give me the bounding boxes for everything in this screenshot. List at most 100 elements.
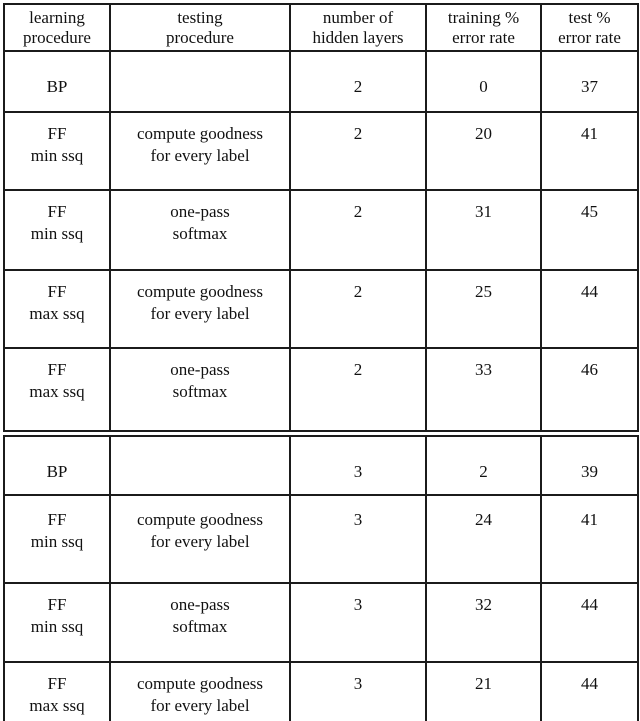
cell-text: 37 [581,76,598,96]
cell-text: 31 [475,202,492,221]
table-row: BP 2 0 37 [3,50,639,113]
cell-test-error: 45 [540,189,639,271]
cell-training-error: 0 [425,50,542,113]
cell-text: min ssq [30,532,84,551]
cell-hidden-layers: 3 [289,494,427,584]
cell-text: min ssq [30,617,84,636]
table-row: FF min ssq one-pass softmax 2 31 45 [3,189,639,271]
cell-text: FF [47,202,67,221]
cell-text: FF [47,595,67,614]
cell-text: 25 [475,282,492,301]
cell-testing-procedure: one-pass softmax [109,189,291,271]
cell-text: for every label [150,146,250,165]
results-table-section-2: BP 3 2 39 FF min ssq compute goodness fo… [3,435,639,721]
cell-text: max ssq [29,382,85,401]
table-row: FF min ssq one-pass softmax 3 32 44 [3,582,639,663]
header-cell-training-error: training % error rate [425,3,542,52]
cell-text: 2 [479,461,488,481]
cell-training-error: 31 [425,189,542,271]
cell-testing-procedure: one-pass softmax [109,582,291,663]
cell-text: for every label [150,532,250,551]
cell-text: 24 [475,510,492,529]
cell-test-error: 44 [540,269,639,349]
cell-text: 44 [581,674,598,693]
cell-testing-procedure: one-pass softmax [109,347,291,432]
cell-learning-procedure: FF max ssq [3,661,111,721]
cell-text: 20 [475,124,492,143]
header-cell-test-error: test % error rate [540,3,639,52]
cell-hidden-layers: 2 [289,189,427,271]
cell-text: 3 [353,595,363,614]
cell-text: 0 [479,76,488,96]
cell-text: FF [47,510,67,529]
cell-learning-procedure: BP [3,50,111,113]
cell-learning-procedure: FF min ssq [3,111,111,191]
header-text: test % [568,7,611,27]
cell-testing-procedure: compute goodness for every label [109,269,291,349]
table-row: FF min ssq compute goodness for every la… [3,494,639,584]
cell-learning-procedure: FF max ssq [3,347,111,432]
cell-text: FF [47,282,67,301]
cell-text: min ssq [30,146,84,165]
header-cell-learning-procedure: learning procedure [3,3,111,52]
cell-text: 44 [581,282,598,301]
cell-text: softmax [172,382,228,401]
table-row: FF max ssq one-pass softmax 2 33 46 [3,347,639,432]
cell-test-error: 41 [540,494,639,584]
cell-text: 32 [475,595,492,614]
cell-text: FF [47,674,67,693]
cell-training-error: 21 [425,661,542,721]
cell-text: 41 [581,510,598,529]
cell-text: one-pass [170,360,230,379]
cell-test-error: 37 [540,50,639,113]
cell-text: FF [47,124,67,143]
header-cell-testing-procedure: testing procedure [109,3,291,52]
cell-learning-procedure: FF min ssq [3,189,111,271]
cell-text: one-pass [170,202,230,221]
cell-text: 2 [353,76,363,96]
header-text: testing [177,7,223,27]
cell-text: 46 [581,360,598,379]
cell-text: 2 [353,360,363,379]
cell-training-error: 33 [425,347,542,432]
cell-text: 3 [353,510,363,529]
cell-testing-procedure: compute goodness for every label [109,661,291,721]
table-row: FF max ssq compute goodness for every la… [3,269,639,349]
cell-training-error: 24 [425,494,542,584]
header-text: training % [447,7,520,27]
cell-testing-procedure [109,50,291,113]
cell-text: one-pass [170,595,230,614]
cell-text: min ssq [30,224,84,243]
cell-text: 3 [353,461,363,481]
cell-training-error: 2 [425,435,542,496]
header-text: number of [322,7,394,27]
cell-text: compute goodness [136,282,264,301]
cell-text: 33 [475,360,492,379]
header-cell-hidden-layers: number of hidden layers [289,3,427,52]
cell-test-error: 44 [540,582,639,663]
cell-text: BP [46,76,68,96]
cell-text: compute goodness [136,510,264,529]
header-text: error rate [452,27,515,47]
header-text: procedure [23,27,91,47]
cell-text: FF [47,360,67,379]
header-text: hidden layers [312,27,404,47]
cell-text: 44 [581,595,598,614]
cell-hidden-layers: 2 [289,347,427,432]
table-row: BP 3 2 39 [3,435,639,496]
cell-text: max ssq [29,696,85,715]
cell-testing-procedure: compute goodness for every label [109,494,291,584]
header-text: error rate [558,27,621,47]
header-row: learning procedure testing procedure num… [3,3,639,52]
cell-learning-procedure: FF min ssq [3,494,111,584]
cell-test-error: 39 [540,435,639,496]
cell-text: softmax [172,617,228,636]
cell-text: for every label [150,304,250,323]
cell-text: 2 [353,124,363,143]
cell-test-error: 44 [540,661,639,721]
cell-testing-procedure: compute goodness for every label [109,111,291,191]
cell-text: 45 [581,202,598,221]
cell-hidden-layers: 3 [289,661,427,721]
cell-text: compute goodness [136,124,264,143]
